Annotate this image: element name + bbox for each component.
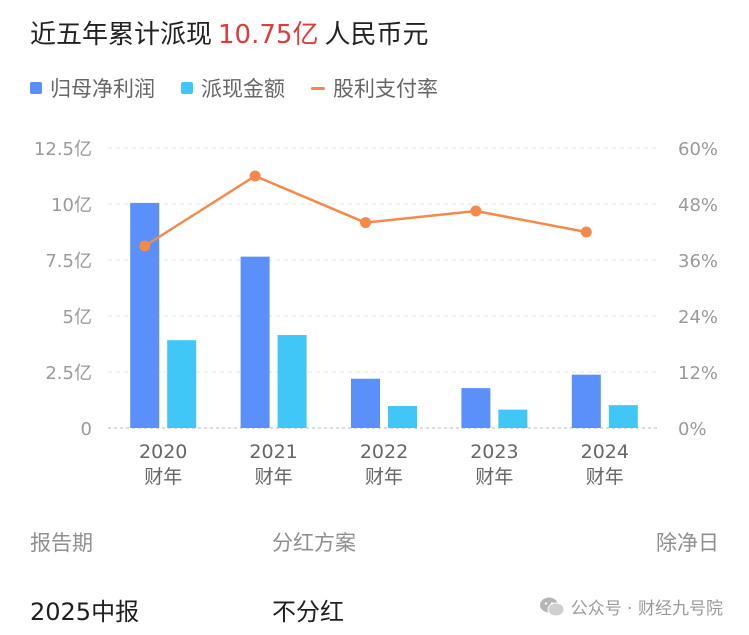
bar-dividend <box>388 406 417 428</box>
x-tick-label: 财年 <box>475 466 513 488</box>
y-right-tick-label: 12% <box>678 363 718 384</box>
chart-title: 近五年累计派现 10.75亿 人民币元 <box>30 14 428 51</box>
combo-chart: 0 0% 2.5亿 12% 5亿 24% 7.5亿 36% 10亿 48% 12.5亿 60% 2020… <box>34 139 718 488</box>
y-left-tick-label: 2.5亿 <box>45 363 92 384</box>
bar-dividend <box>498 409 528 428</box>
x-tick-label: 2020 <box>139 441 187 463</box>
x-tick-label: 财年 <box>144 466 182 488</box>
legend-label-net-profit: 归母净利润 <box>50 77 155 101</box>
payout-ratio-line <box>144 174 587 248</box>
title-prefix: 近五年累计派现 <box>30 20 213 50</box>
x-tick-label: 2021 <box>249 441 297 463</box>
x-tick-label: 2022 <box>360 441 408 463</box>
legend-swatch-dividend <box>181 82 193 94</box>
legend-label-payout-ratio: 股利支付率 <box>333 77 438 101</box>
legend-item-dividend[interactable]: 派现金额 <box>181 73 285 103</box>
bar-dividend <box>167 340 197 428</box>
chart-legend: 归母净利润 派现金额 股利支付率 <box>30 73 464 103</box>
x-tick-label: 2024 <box>581 441 629 463</box>
payout-ratio-point <box>580 226 592 238</box>
y-right-tick-label: 0% <box>678 419 707 440</box>
x-tick-label: 财年 <box>365 466 403 488</box>
bar-dividend <box>277 335 307 428</box>
bar-dividend <box>608 405 638 428</box>
bar-net-profit <box>240 256 270 428</box>
bar-net-profit <box>461 388 491 428</box>
watermark: 公众号 · 财经九号院 <box>539 594 723 619</box>
payout-ratio-point <box>139 240 151 252</box>
y-right-tick-label: 48% <box>678 195 718 216</box>
y-right-tick-label: 36% <box>678 251 718 272</box>
header-ex-dividend-date: 除净日 <box>656 531 719 555</box>
title-amount: 10.75亿 <box>218 20 319 50</box>
legend-swatch-payout-ratio <box>311 86 325 90</box>
bar-net-profit <box>351 378 380 428</box>
value-dividend-plan: 不分红 <box>272 598 344 626</box>
y-right-tick-label: 24% <box>678 307 718 328</box>
watermark-text: 公众号 · 财经九号院 <box>570 599 723 619</box>
payout-ratio-point <box>470 205 482 217</box>
legend-label-dividend: 派现金额 <box>201 77 285 101</box>
y-left-tick-label: 5亿 <box>63 307 92 328</box>
y-left-tick-label: 0 <box>81 419 92 440</box>
legend-item-net-profit[interactable]: 归母净利润 <box>30 73 155 103</box>
header-dividend-plan: 分红方案 <box>272 531 356 555</box>
bar-net-profit <box>571 374 601 428</box>
y-right-tick-label: 60% <box>678 139 718 160</box>
x-tick-label: 财年 <box>586 466 624 488</box>
x-tick-label: 财年 <box>255 466 293 488</box>
value-report-period: 2025中报 <box>30 598 140 626</box>
wechat-icon <box>539 597 565 616</box>
header-report-period: 报告期 <box>30 531 93 555</box>
legend-item-payout-ratio[interactable]: 股利支付率 <box>311 73 438 103</box>
y-left-tick-label: 7.5亿 <box>45 251 92 272</box>
payout-ratio-point <box>360 217 371 229</box>
y-left-tick-label: 10亿 <box>51 195 92 216</box>
y-left-tick-label: 12.5亿 <box>34 139 92 160</box>
payout-ratio-point <box>249 170 261 182</box>
x-tick-label: 2023 <box>470 441 518 463</box>
legend-swatch-net-profit <box>30 82 42 94</box>
bar-net-profit <box>130 202 160 428</box>
title-suffix: 人民币元 <box>324 20 429 50</box>
